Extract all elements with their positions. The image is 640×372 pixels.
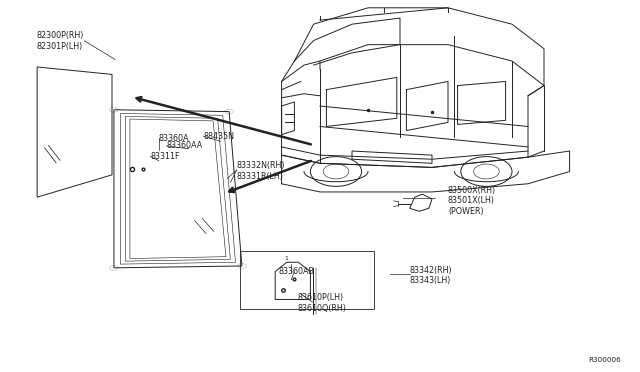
Text: R300006: R300006: [588, 357, 621, 363]
Text: 88435N: 88435N: [204, 132, 234, 141]
Text: 83360A: 83360A: [159, 134, 189, 143]
Text: 83332N(RH)
83331R(LH): 83332N(RH) 83331R(LH): [237, 161, 285, 181]
Text: 83342(RH)
83343(LH): 83342(RH) 83343(LH): [410, 266, 452, 285]
Text: 82300P(RH)
82301P(LH): 82300P(RH) 82301P(LH): [36, 31, 84, 51]
Text: 1: 1: [285, 256, 289, 262]
Text: 83360AA: 83360AA: [166, 141, 203, 150]
Text: 83500X(RH)
83501X(LH)
(POWER): 83500X(RH) 83501X(LH) (POWER): [448, 186, 496, 216]
Text: 83311F: 83311F: [150, 152, 180, 161]
Text: 83360AB: 83360AB: [278, 267, 314, 276]
Text: 83610P(LH)
83610Q(RH): 83610P(LH) 83610Q(RH): [298, 294, 346, 313]
